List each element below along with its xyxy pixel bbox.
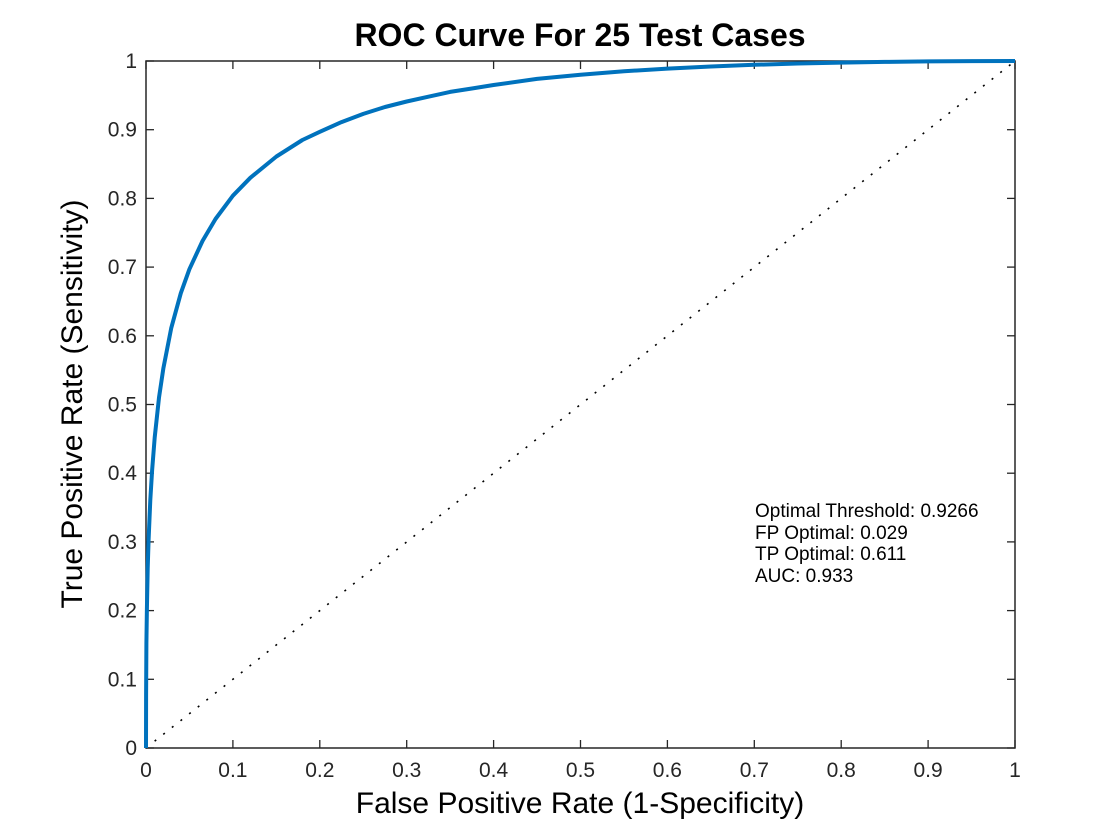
y-tick-label: 0.2	[108, 600, 137, 623]
x-tick-label: 0.7	[740, 759, 769, 782]
y-axis-label: True Positive Rate (Sensitivity)	[56, 199, 89, 608]
y-tick-label: 1	[125, 50, 137, 73]
annotation-fp-optimal: FP Optimal: 0.029	[755, 523, 908, 544]
annotation-auc: AUC: 0.933	[755, 566, 853, 587]
annotation-tp-optimal: TP Optimal: 0.611	[755, 544, 906, 565]
x-tick-label: 0.5	[566, 759, 595, 782]
y-tick-label: 0.1	[108, 668, 137, 691]
x-tick-label: 0.8	[827, 759, 856, 782]
chart-title: ROC Curve For 25 Test Cases	[354, 17, 805, 53]
x-tick-label: 0.1	[218, 759, 247, 782]
roc-curve	[144, 59, 1016, 749]
y-tick-label: 0.5	[108, 394, 137, 417]
y-tick-label: 0.4	[108, 462, 138, 485]
x-tick-label: 0.3	[392, 759, 421, 782]
y-tick-label: 0.6	[108, 325, 137, 348]
x-tick-label: 1	[1009, 759, 1021, 782]
x-tick-label: 0.4	[479, 759, 509, 782]
y-tick-label: 0	[125, 737, 137, 760]
x-tick-label: 0	[140, 759, 152, 782]
y-tick-label: 0.9	[108, 119, 137, 142]
x-tick-label: 0.9	[913, 759, 942, 782]
x-tick-label: 0.2	[305, 759, 334, 782]
plot-series	[144, 59, 1016, 749]
y-tick-label: 0.3	[108, 531, 137, 554]
x-axis-label: False Positive Rate (1-Specificity)	[356, 787, 804, 820]
x-tick-label: 0.6	[653, 759, 682, 782]
axis-ticks	[145, 60, 1016, 749]
y-tick-label: 0.8	[108, 187, 137, 210]
chance-diagonal	[145, 60, 1016, 749]
y-tick-label: 0.7	[108, 256, 137, 279]
annotation-optimal-threshold: Optimal Threshold: 0.9266	[755, 501, 979, 522]
axis-tick-labels: 0 0.1 0.2 0.3 0.4 0.5 0.6 0.7 0.8 0.9 1 0 0.1 0.2 0.3 0…	[108, 50, 1021, 782]
